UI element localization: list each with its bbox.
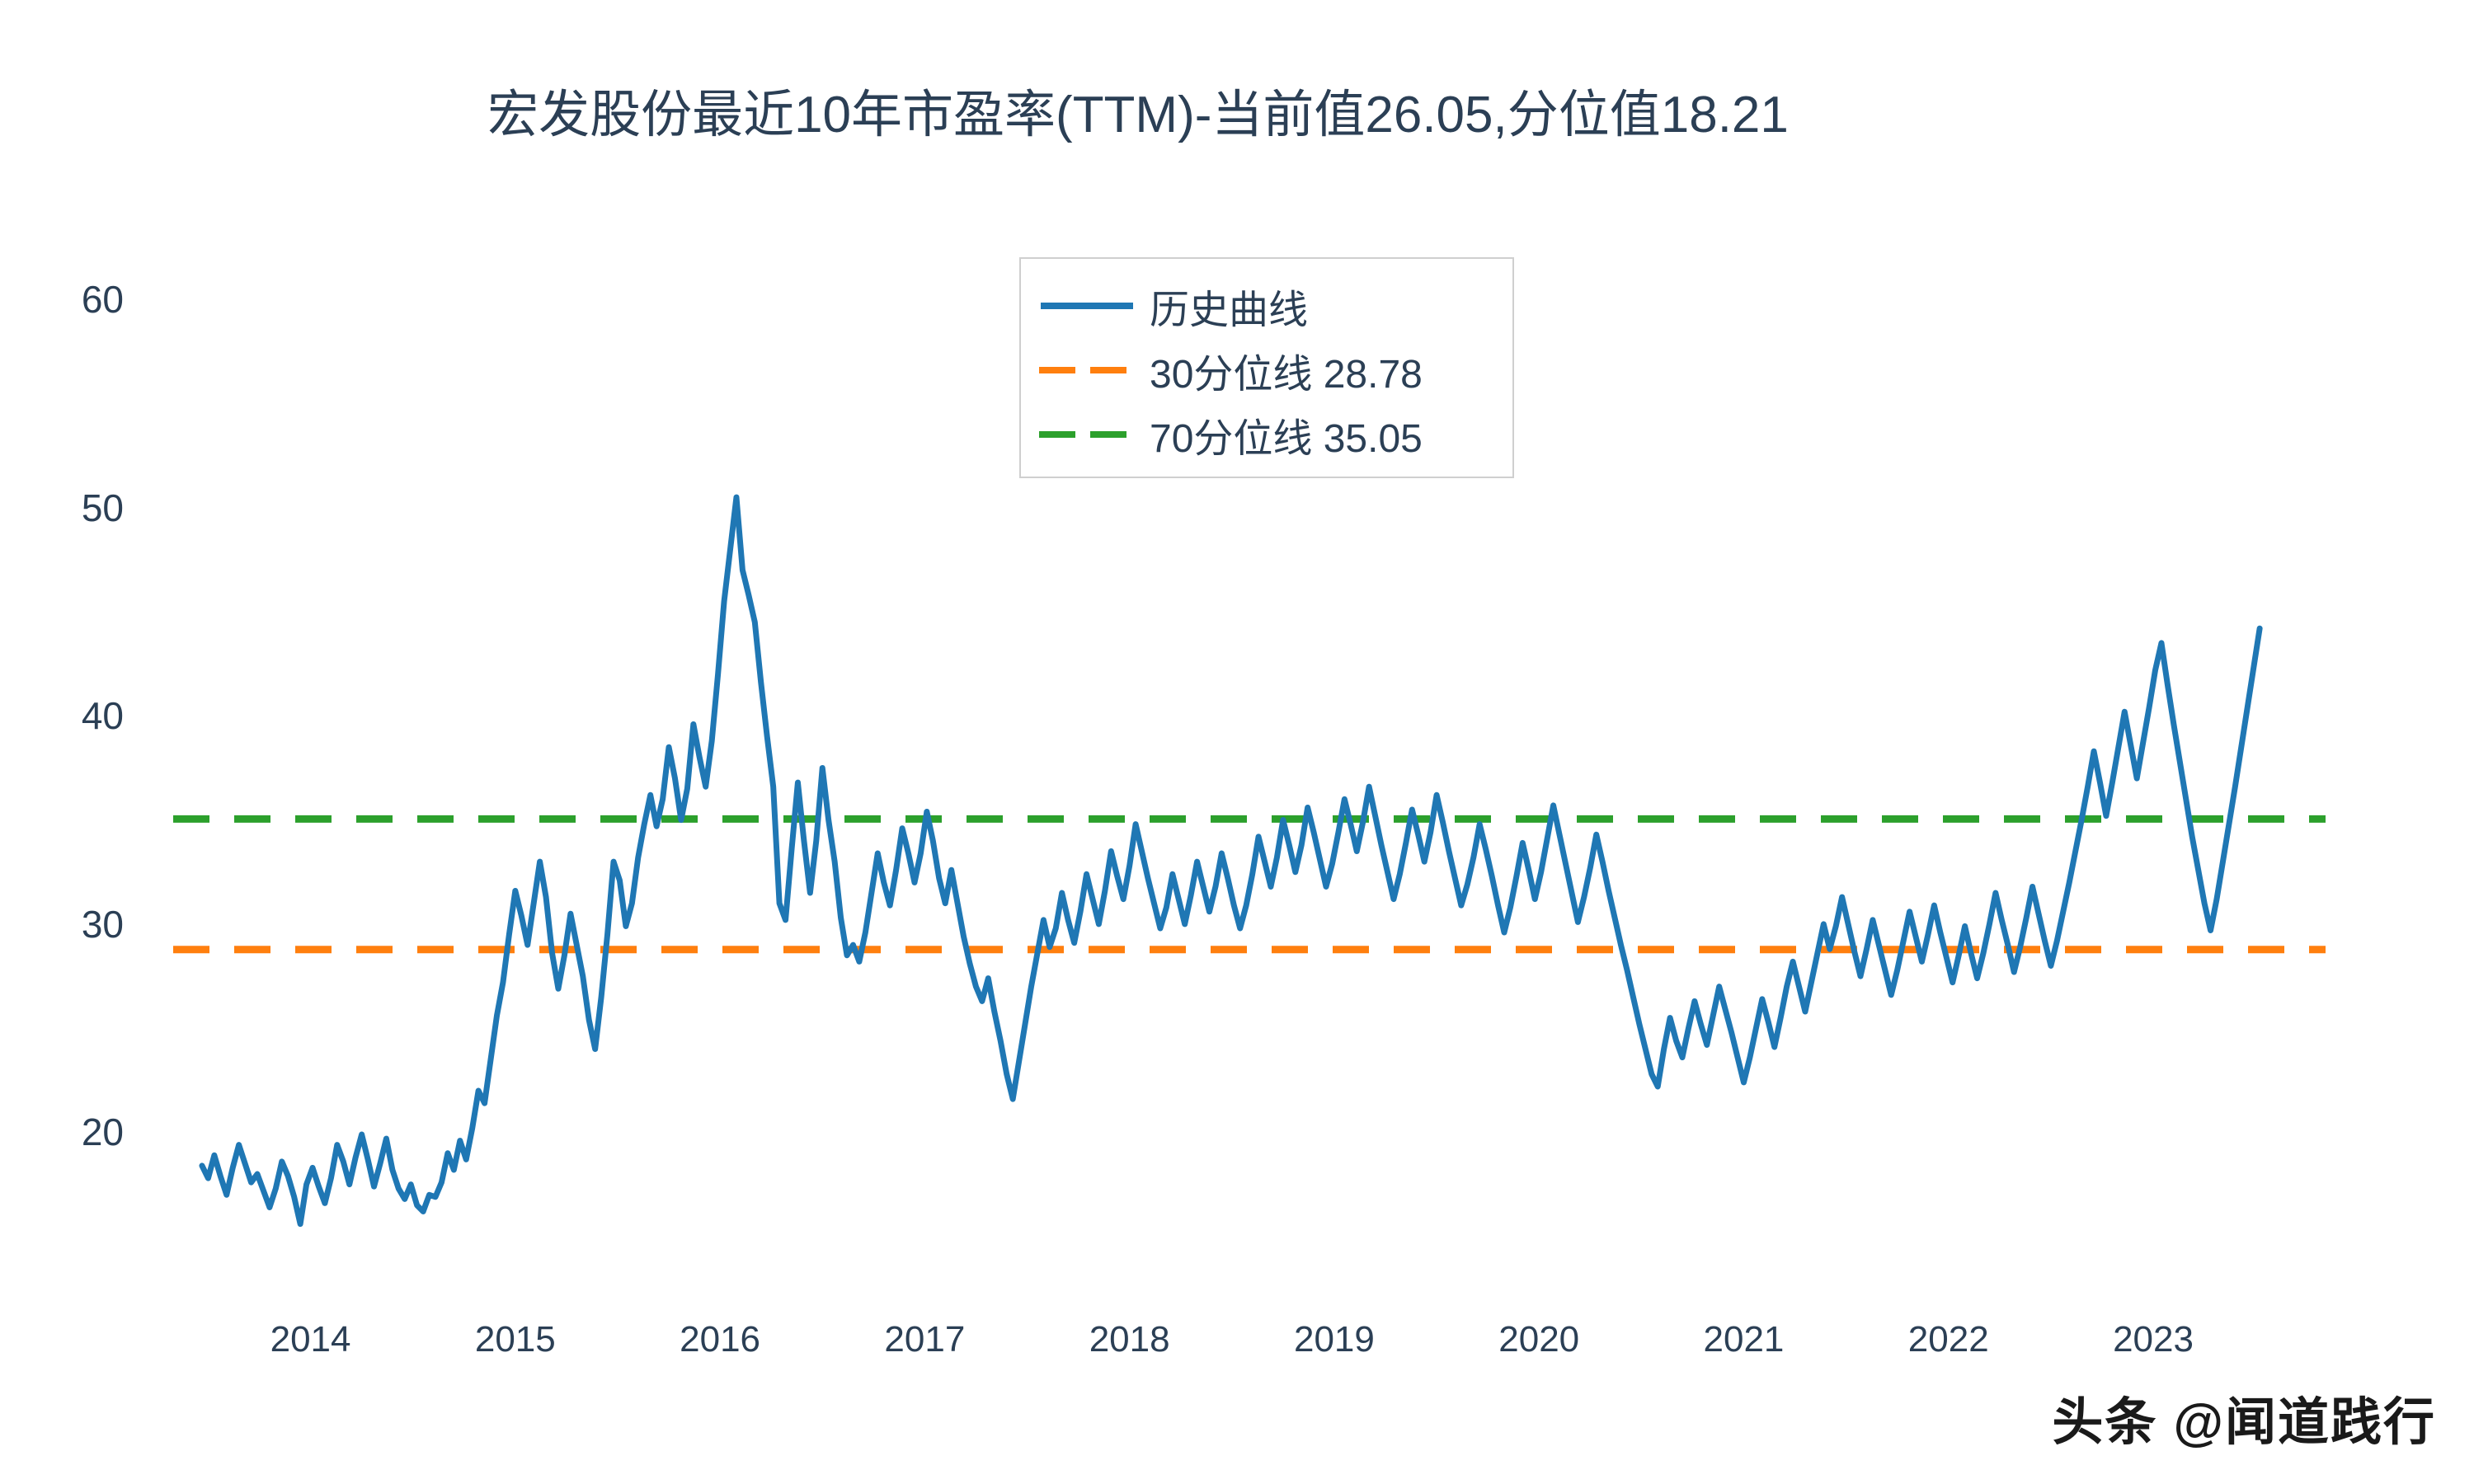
watermark: 头条 @闻道践行 <box>2052 1394 2436 1451</box>
legend-item-history[interactable]: 历史曲线 <box>1039 274 1494 338</box>
legend-swatch-solid-line-icon <box>1039 295 1135 317</box>
legend-swatch-dashed-line-icon <box>1039 359 1135 381</box>
y-tick-label: 20 <box>81 1111 124 1154</box>
legend-swatch-dashed-line-icon <box>1039 424 1135 445</box>
history-curve <box>199 494 2263 1228</box>
x-tick-label: 2015 <box>474 1319 556 1360</box>
chart-legend: 历史曲线 30分位线 28.78 70分位线 35.05 <box>1019 257 1514 478</box>
chart-title: 宏发股份最近10年市盈率(TTM)-当前值26.05,分位值18.21 <box>487 87 1789 143</box>
x-tick-label: 2021 <box>1703 1319 1785 1360</box>
legend-item-p30[interactable]: 30分位线 28.78 <box>1039 338 1494 402</box>
history-series-layer <box>199 494 2263 1228</box>
x-tick-label: 2018 <box>1089 1319 1170 1360</box>
y-tick-label: 40 <box>81 694 124 738</box>
y-tick-label: 30 <box>81 902 124 946</box>
reference-lines-layer <box>173 815 2326 954</box>
x-tick-label: 2014 <box>270 1319 351 1360</box>
x-tick-label: 2020 <box>1498 1319 1580 1360</box>
x-tick-label: 2017 <box>884 1319 966 1360</box>
legend-item-p70[interactable]: 70分位线 35.05 <box>1039 402 1494 467</box>
y-tick-label: 50 <box>81 486 124 529</box>
x-tick-label: 2016 <box>680 1319 761 1360</box>
x-tick-label: 2023 <box>2113 1319 2194 1360</box>
legend-label-p70: 70分位线 35.05 <box>1150 417 1423 461</box>
legend-label-history: 历史曲线 <box>1150 289 1309 332</box>
x-tick-label: 2019 <box>1293 1319 1375 1360</box>
legend-label-p30: 30分位线 28.78 <box>1150 353 1423 397</box>
x-tick-label: 2022 <box>1907 1319 1989 1360</box>
y-tick-label: 60 <box>81 278 124 322</box>
